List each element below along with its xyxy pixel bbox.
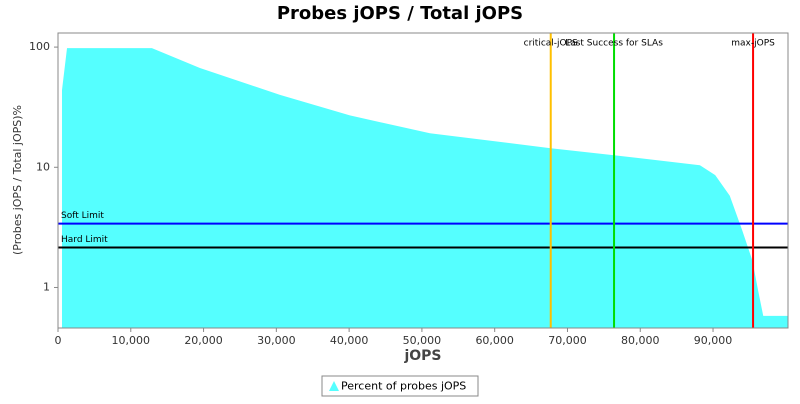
marker-label: critical-jOPS: [524, 39, 578, 49]
x-tick-label: 20,000: [184, 334, 223, 347]
threshold-label: Hard Limit: [61, 235, 108, 245]
x-tick-label: 40,000: [330, 334, 369, 347]
marker-label: Last Success for SLAs: [565, 39, 663, 49]
legend-box: [321, 375, 479, 397]
y-tick-label: 1: [43, 280, 50, 293]
threshold-label: Soft Limit: [61, 211, 104, 221]
x-tick-label: 10,000: [112, 334, 151, 347]
y-tick-label: 10: [36, 160, 50, 173]
x-tick-label: 60,000: [475, 334, 514, 347]
x-tick-label: 50,000: [403, 334, 442, 347]
legend-marker: [329, 381, 339, 391]
x-tick-label: 0: [55, 334, 62, 347]
x-axis-title: jOPS: [403, 348, 441, 364]
plot-frame: [57, 32, 789, 329]
legend: Percent of probes jOPS: [321, 375, 479, 397]
marker-label: max-jOPS: [731, 39, 775, 49]
x-tick-label: 80,000: [621, 334, 660, 347]
y-tick-label: 100: [29, 40, 50, 53]
x-tick-label: 70,000: [548, 334, 587, 347]
chart-title: Probes jOPS / Total jOPS: [277, 3, 523, 24]
y-axis-title: (Probes jOPS / Total jOPS)%: [11, 105, 24, 255]
x-tick-label: 90,000: [694, 334, 733, 347]
area: [62, 48, 788, 329]
legend-label: Percent of probes jOPS: [341, 380, 466, 393]
x-tick-label: 30,000: [257, 334, 296, 347]
